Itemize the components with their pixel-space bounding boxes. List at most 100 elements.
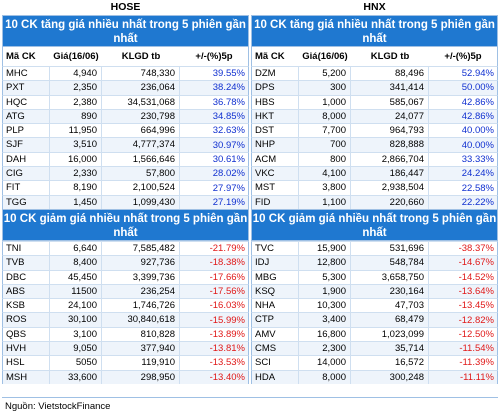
- table-row: FID 1,100 220,660 22.22%: [251, 194, 498, 209]
- price-cell: 16,000: [50, 152, 102, 167]
- change-cell: -13.45%: [458, 300, 494, 312]
- col-header-ticker: Mã CK: [255, 51, 285, 62]
- ticker-cell: QBS: [3, 327, 50, 342]
- change-cell: -15.99%: [209, 314, 245, 326]
- price-cell: 8,190: [50, 181, 102, 195]
- volume-cell: 1,746,726: [102, 299, 180, 313]
- volume-cell: 88,496: [351, 67, 429, 81]
- change-cell: -11.54%: [459, 343, 494, 355]
- volume-cell: 1,023,099: [351, 327, 429, 342]
- price-cell: 3,800: [299, 181, 351, 195]
- volume-cell: 7,585,482: [102, 241, 180, 256]
- ticker-cell: HSL: [3, 356, 50, 370]
- col-header-change: +/-(%)5p: [444, 51, 482, 62]
- table-row: AMV 16,800 1,023,099 -12.50%: [251, 326, 498, 342]
- volume-cell: 927,736: [102, 256, 180, 270]
- change-cell: -18.38%: [209, 257, 245, 269]
- change-cell: 27.97%: [212, 182, 245, 194]
- volume-cell: 236,064: [102, 81, 180, 95]
- price-cell: 7,700: [299, 124, 351, 138]
- volume-cell: 47,703: [351, 299, 429, 313]
- change-cell: -12.50%: [458, 328, 494, 340]
- table-row: MHC 4,940 748,330 39.55%: [2, 66, 249, 81]
- price-cell: 8,400: [50, 256, 102, 270]
- gainers-banner: 10 CK tăng giá nhiều nhất trong 5 phiên …: [2, 15, 249, 47]
- change-cell: -13.81%: [209, 343, 245, 355]
- table-row: DBC 45,450 3,399,736 -17.66%: [2, 269, 249, 284]
- table-row: IDJ 12,800 548,784 -14.67%: [251, 255, 498, 270]
- volume-cell: 186,447: [351, 167, 429, 181]
- price-cell: 2,380: [50, 95, 102, 109]
- price-cell: 1,900: [299, 284, 351, 299]
- price-cell: 1,100: [299, 195, 351, 209]
- price-cell: 4,940: [50, 67, 102, 81]
- volume-cell: 810,828: [102, 327, 180, 342]
- divider: [2, 397, 498, 398]
- table-header: Mã CK Giá(16/06) KLGD tb +/-(%)5p: [2, 47, 249, 66]
- change-cell: 42.86%: [461, 96, 494, 108]
- volume-cell: 57,800: [102, 167, 180, 181]
- ticker-cell: CIG: [3, 167, 50, 181]
- change-cell: 52.94%: [461, 68, 494, 80]
- hnx-panel: HNX 10 CK tăng giá nhiều nhất trong 5 ph…: [251, 0, 498, 384]
- change-cell: 22.58%: [461, 182, 494, 194]
- ticker-cell: TGG: [3, 195, 50, 209]
- table-row: DAH 16,000 1,566,646 30.61%: [2, 151, 249, 167]
- change-cell: -11.39%: [459, 357, 494, 369]
- table-row: HSL 5050 119,910 -13.53%: [2, 355, 249, 370]
- table-row: SCI 14,000 16,572 -11.39%: [251, 355, 498, 370]
- ticker-cell: SJF: [3, 138, 50, 152]
- change-cell: 42.86%: [461, 111, 494, 123]
- ticker-cell: DBC: [3, 270, 50, 284]
- change-cell: 39.55%: [212, 68, 245, 80]
- losers-banner: 10 CK giảm giá nhiều nhất trong 5 phiên …: [2, 208, 249, 241]
- ticker-cell: DZM: [252, 67, 299, 81]
- change-cell: 38.24%: [212, 82, 245, 94]
- change-cell: -16.03%: [209, 300, 245, 312]
- ticker-cell: KSQ: [252, 284, 299, 299]
- price-cell: 2,330: [50, 167, 102, 181]
- price-cell: 11500: [50, 284, 102, 299]
- price-cell: 33,600: [50, 370, 102, 384]
- table-row: HDA 8,000 300,248 -11.11%: [251, 369, 498, 384]
- price-cell: 6,640: [50, 241, 102, 256]
- table-row: DZM 5,200 88,496 52.94%: [251, 66, 498, 81]
- volume-cell: 16,572: [351, 356, 429, 370]
- table-row: MST 3,800 2,938,504 22.58%: [251, 180, 498, 195]
- volume-cell: 236,254: [102, 284, 180, 299]
- ticker-cell: NHA: [252, 299, 299, 313]
- change-cell: -14.52%: [458, 271, 494, 283]
- volume-cell: 2,938,504: [351, 181, 429, 195]
- market-title: HNX: [363, 1, 386, 13]
- ticker-cell: ROS: [3, 313, 50, 327]
- table-row: ROS 30,100 30,840,618 -15.99%: [2, 312, 249, 327]
- change-cell: 33.33%: [461, 153, 494, 165]
- volume-cell: 230,164: [351, 284, 429, 299]
- ticker-cell: NHP: [252, 138, 299, 152]
- price-cell: 5,200: [299, 67, 351, 81]
- change-cell: -17.56%: [209, 286, 245, 297]
- table-row: FIT 8,190 2,100,524 27.97%: [2, 180, 249, 195]
- table-row: PLP 11,950 664,996 32.63%: [2, 123, 249, 138]
- ticker-cell: FIT: [3, 181, 50, 195]
- volume-cell: 828,888: [351, 138, 429, 152]
- price-cell: 3,400: [299, 313, 351, 327]
- price-cell: 890: [50, 109, 102, 124]
- ticker-cell: TVB: [3, 256, 50, 270]
- table-row: HBS 1,000 585,067 42.86%: [251, 94, 498, 109]
- market-title: HOSE: [110, 1, 141, 13]
- table-row: CTP 3,400 68,479 -12.82%: [251, 312, 498, 327]
- price-cell: 800: [299, 152, 351, 167]
- volume-cell: 585,067: [351, 95, 429, 109]
- table-row: VKC 4,100 186,447 24.24%: [251, 166, 498, 181]
- change-cell: -12.82%: [458, 314, 494, 326]
- change-cell: 34.85%: [212, 111, 245, 123]
- ticker-cell: DPS: [252, 81, 299, 95]
- change-cell: 32.63%: [212, 125, 245, 137]
- price-cell: 15,900: [299, 241, 351, 256]
- table-header: Mã CK Giá(16/06) KLGD tb +/-(%)5p: [251, 47, 498, 66]
- volume-cell: 1,099,430: [102, 195, 180, 209]
- price-cell: 3,100: [50, 327, 102, 342]
- col-header-price: Giá(16/06): [302, 51, 348, 62]
- volume-cell: 341,414: [351, 81, 429, 95]
